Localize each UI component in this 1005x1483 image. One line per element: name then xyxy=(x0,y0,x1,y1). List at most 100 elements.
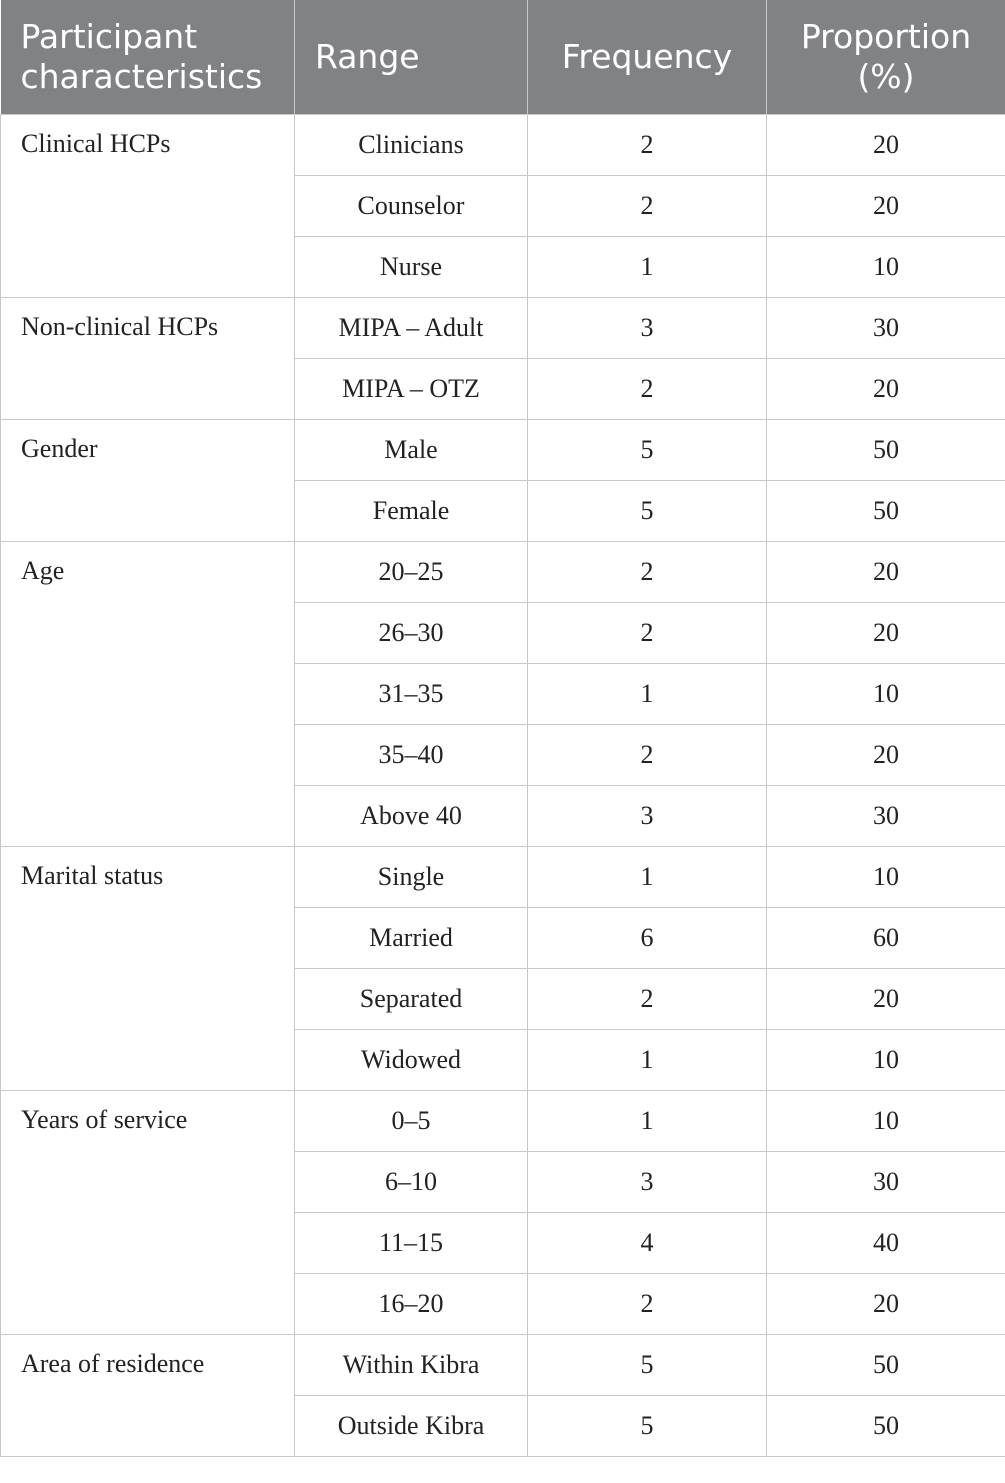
range-cell: 35–40 xyxy=(294,724,528,786)
table-row: Marital status Single 1 10 xyxy=(0,846,1005,1091)
header-cell: Frequency xyxy=(527,0,767,115)
header-cell: Participant characteristics xyxy=(0,0,295,115)
range-cell: Within Kibra xyxy=(294,1334,528,1396)
frequency-cell: 2 xyxy=(527,175,767,237)
proportion-cell: 50 xyxy=(766,1334,1005,1396)
table-row: 31–35 1 10 xyxy=(1,663,1005,725)
table-row: Gender Male 5 50 xyxy=(0,419,1005,542)
table-row: Above 40 3 30 xyxy=(1,785,1005,847)
proportion-cell: 30 xyxy=(766,297,1005,359)
table-row: Nurse 1 10 xyxy=(1,236,1005,298)
range-cell: Nurse xyxy=(294,236,528,298)
table-row: 16–20 2 20 xyxy=(1,1273,1005,1335)
proportion-cell: 10 xyxy=(766,236,1005,298)
group-label: Marital status xyxy=(0,846,295,1091)
group-label: Gender xyxy=(0,419,295,542)
proportion-cell: 20 xyxy=(766,602,1005,664)
proportion-cell: 50 xyxy=(766,480,1005,542)
table-row: Counselor 2 20 xyxy=(1,175,1005,237)
proportion-cell: 20 xyxy=(766,175,1005,237)
range-cell: 31–35 xyxy=(294,663,528,725)
header-cell: Proportion (%) xyxy=(766,0,1005,115)
range-cell: 6–10 xyxy=(294,1151,528,1213)
group-label: Area of residence xyxy=(0,1334,295,1457)
frequency-cell: 2 xyxy=(527,541,767,603)
proportion-cell: 20 xyxy=(766,1273,1005,1335)
proportion-cell: 40 xyxy=(766,1212,1005,1274)
proportion-cell: 50 xyxy=(766,1395,1005,1457)
group-label: Non-clinical HCPs xyxy=(0,297,295,420)
frequency-cell: 1 xyxy=(527,846,767,908)
table-body: Clinical HCPs Clinicians 2 20 Counselor 2 20 Nu… xyxy=(0,114,1005,1457)
range-cell: Above 40 xyxy=(294,785,528,847)
proportion-cell: 30 xyxy=(766,1151,1005,1213)
group-label: Clinical HCPs xyxy=(0,114,295,298)
range-cell: Married xyxy=(294,907,528,969)
range-cell: Male xyxy=(294,419,528,481)
frequency-cell: 2 xyxy=(527,968,767,1030)
table-row: MIPA – OTZ 2 20 xyxy=(1,358,1005,420)
frequency-cell: 1 xyxy=(527,663,767,725)
table-row: 6–10 3 30 xyxy=(1,1151,1005,1213)
frequency-cell: 2 xyxy=(527,114,767,176)
proportion-cell: 10 xyxy=(766,663,1005,725)
proportion-cell: 20 xyxy=(766,358,1005,420)
proportion-cell: 10 xyxy=(766,1029,1005,1091)
proportion-cell: 20 xyxy=(766,724,1005,786)
range-cell: Clinicians xyxy=(294,114,528,176)
frequency-cell: 5 xyxy=(527,419,767,481)
header-cell: Range xyxy=(294,0,528,115)
frequency-cell: 5 xyxy=(527,1395,767,1457)
proportion-cell: 20 xyxy=(766,541,1005,603)
proportion-cell: 10 xyxy=(766,1090,1005,1152)
range-cell: Single xyxy=(294,846,528,908)
frequency-cell: 2 xyxy=(527,602,767,664)
group-label: Years of service xyxy=(0,1090,295,1335)
range-cell: 16–20 xyxy=(294,1273,528,1335)
frequency-cell: 2 xyxy=(527,1273,767,1335)
range-cell: Separated xyxy=(294,968,528,1030)
frequency-cell: 4 xyxy=(527,1212,767,1274)
range-cell: 26–30 xyxy=(294,602,528,664)
frequency-cell: 2 xyxy=(527,724,767,786)
table-row: Area of residence Within Kibra 5 50 xyxy=(0,1334,1005,1457)
table-row: Female 5 50 xyxy=(1,480,1005,542)
range-cell: MIPA – OTZ xyxy=(294,358,528,420)
range-cell: Widowed xyxy=(294,1029,528,1091)
proportion-cell: 50 xyxy=(766,419,1005,481)
proportion-cell: 20 xyxy=(766,114,1005,176)
frequency-cell: 1 xyxy=(527,1090,767,1152)
range-cell: MIPA – Adult xyxy=(294,297,528,359)
frequency-cell: 3 xyxy=(527,1151,767,1213)
range-cell: Outside Kibra xyxy=(294,1395,528,1457)
group-label: Age xyxy=(0,541,295,847)
table-row: Age 20–25 2 20 xyxy=(0,541,1005,847)
table-row: Clinical HCPs Clinicians 2 20 xyxy=(0,114,1005,298)
frequency-cell: 1 xyxy=(527,236,767,298)
table-row: Separated 2 20 xyxy=(1,968,1005,1030)
header-row: Participant characteristics Range Freque… xyxy=(0,0,1005,115)
table-row: Years of service 0–5 1 10 xyxy=(0,1090,1005,1335)
table-row: Married 6 60 xyxy=(1,907,1005,969)
frequency-cell: 1 xyxy=(527,1029,767,1091)
frequency-cell: 2 xyxy=(527,358,767,420)
range-cell: 20–25 xyxy=(294,541,528,603)
proportion-cell: 60 xyxy=(766,907,1005,969)
frequency-cell: 3 xyxy=(527,297,767,359)
frequency-cell: 5 xyxy=(527,1334,767,1396)
range-cell: 0–5 xyxy=(294,1090,528,1152)
proportion-cell: 10 xyxy=(766,846,1005,908)
frequency-cell: 3 xyxy=(527,785,767,847)
range-cell: Female xyxy=(294,480,528,542)
frequency-cell: 5 xyxy=(527,480,767,542)
table-row: Outside Kibra 5 50 xyxy=(1,1395,1005,1457)
proportion-cell: 30 xyxy=(766,785,1005,847)
table-row: 11–15 4 40 xyxy=(1,1212,1005,1274)
range-cell: 11–15 xyxy=(294,1212,528,1274)
table-row: Non-clinical HCPs MIPA – Adult 3 30 xyxy=(0,297,1005,420)
frequency-cell: 6 xyxy=(527,907,767,969)
proportion-cell: 20 xyxy=(766,968,1005,1030)
range-cell: Counselor xyxy=(294,175,528,237)
